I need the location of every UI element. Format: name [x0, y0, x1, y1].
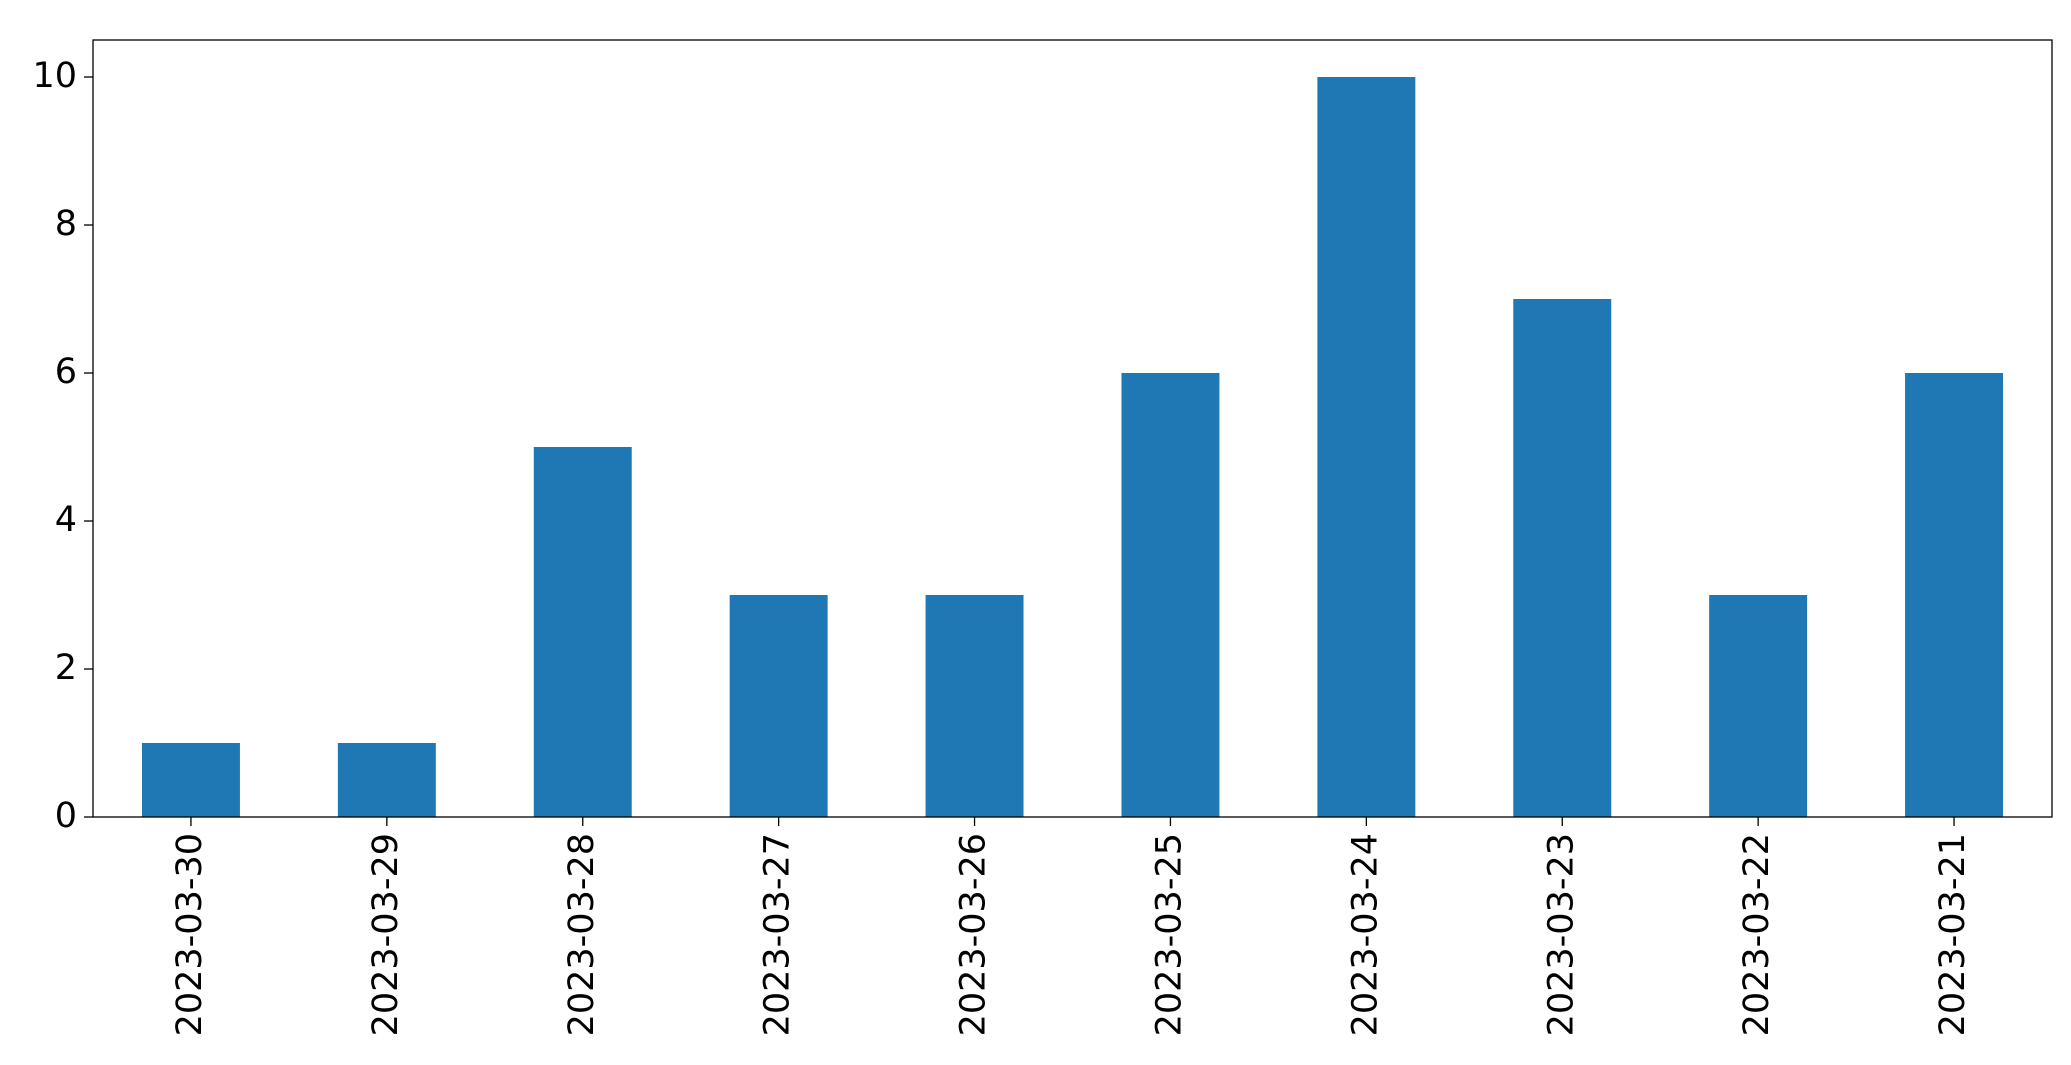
x-tick-label: 2023-03-23	[1541, 833, 1581, 1036]
bar	[1317, 77, 1416, 817]
y-tick-label: 8	[55, 204, 77, 244]
x-tick-label: 2023-03-28	[562, 833, 602, 1036]
x-tick-label: 2023-03-30	[170, 833, 210, 1036]
x-tick-label: 2023-03-21	[1933, 833, 1973, 1036]
x-tick-label: 2023-03-29	[366, 833, 406, 1036]
x-tick-label: 2023-03-27	[758, 833, 798, 1036]
y-tick-label: 6	[55, 352, 77, 392]
bar	[925, 595, 1024, 817]
bar	[337, 743, 436, 817]
x-tick-label: 2023-03-24	[1345, 833, 1385, 1036]
bar	[533, 447, 632, 817]
bar	[1709, 595, 1808, 817]
bar	[141, 743, 240, 817]
y-tick-label: 0	[55, 796, 77, 836]
bar	[1905, 373, 2004, 817]
y-tick-label: 4	[55, 500, 77, 540]
y-tick-label: 2	[55, 648, 77, 688]
bar	[1121, 373, 1220, 817]
plot-frame	[92, 39, 2053, 818]
x-tick-label: 2023-03-26	[954, 833, 994, 1036]
x-tick-label: 2023-03-25	[1149, 833, 1189, 1036]
bar	[729, 595, 828, 817]
x-tick-label: 2023-03-22	[1737, 833, 1777, 1036]
y-tick-label: 10	[32, 56, 77, 96]
bar	[1513, 299, 1612, 817]
